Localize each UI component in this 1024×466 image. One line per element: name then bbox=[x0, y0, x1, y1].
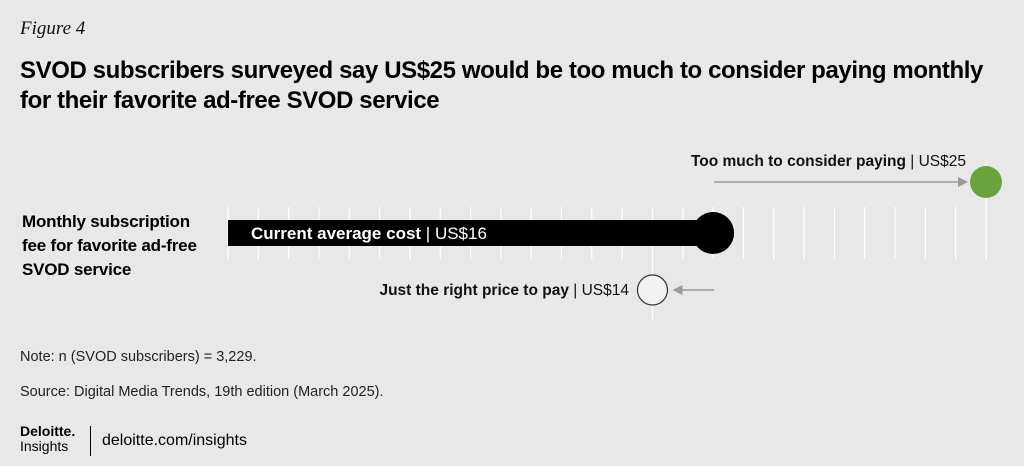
footer-divider bbox=[90, 426, 91, 456]
chart-title: SVOD subscribers surveyed say US$25 woul… bbox=[20, 57, 983, 114]
just-right-label: Just the right price to pay | US$14 bbox=[379, 282, 629, 299]
bar-label: Current average cost | US$16 bbox=[251, 224, 487, 243]
category-label-line: Monthly subscription bbox=[22, 212, 190, 231]
too-much-label: Too much to consider paying | US$25 bbox=[691, 153, 966, 170]
deloitte-insights-logo: Deloitte. Insights bbox=[20, 424, 90, 454]
footer-url[interactable]: deloitte.com/insights bbox=[102, 432, 247, 449]
logo-line-2: Insights bbox=[20, 438, 69, 454]
source: Source: Digital Media Trends, 19th editi… bbox=[20, 384, 384, 400]
just-right-dot bbox=[636, 274, 669, 306]
bar-current-average bbox=[228, 220, 714, 246]
figure-label: Figure 4 bbox=[20, 18, 86, 39]
bar-end-dot bbox=[692, 212, 735, 254]
logo-line-1: Deloitte. bbox=[20, 423, 76, 439]
note: Note: n (SVOD subscribers) = 3,229. bbox=[20, 349, 257, 365]
too-much-dot bbox=[970, 166, 1002, 198]
category-label-line: fee for favorite ad-free bbox=[22, 236, 197, 255]
category-label-line: SVOD service bbox=[22, 260, 132, 279]
category-label: Monthly subscription fee for favorite ad… bbox=[22, 210, 212, 282]
